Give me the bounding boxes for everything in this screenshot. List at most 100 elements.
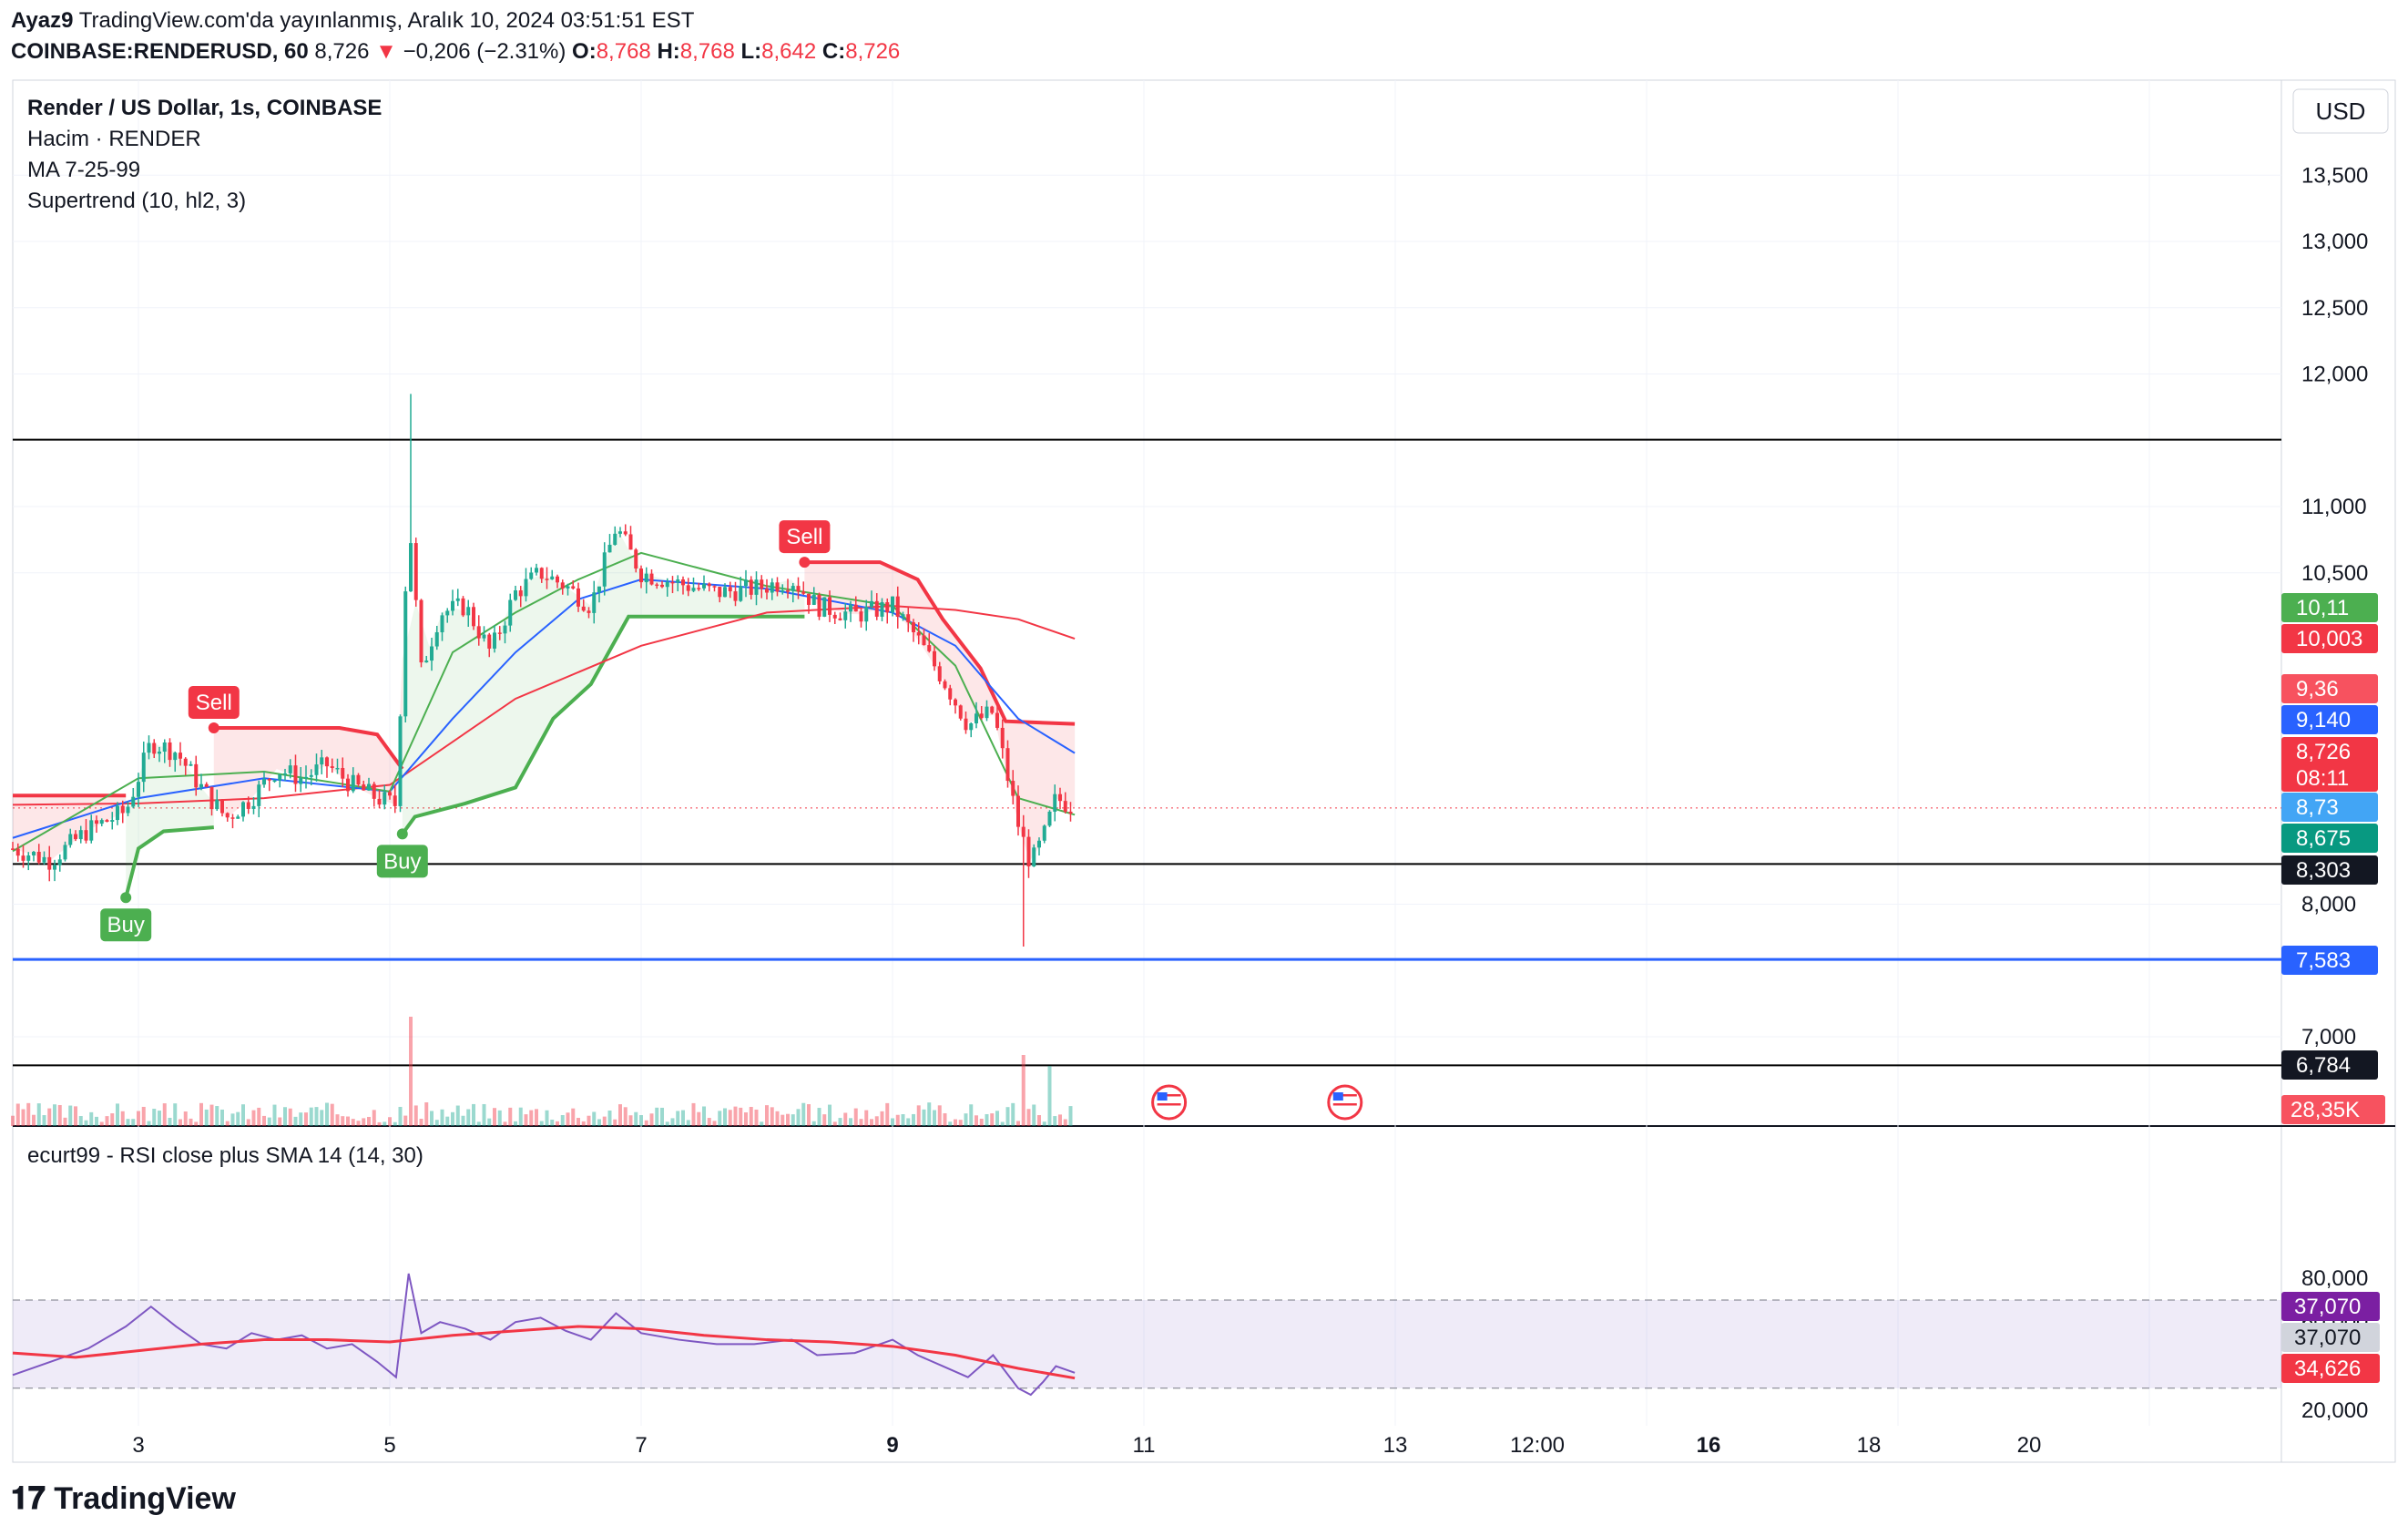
us-flag-icon[interactable] (1151, 1084, 1188, 1121)
volume-bar (173, 1103, 178, 1126)
candle-body (859, 611, 863, 622)
volume-bar (419, 1119, 423, 1126)
volume-bar (859, 1119, 863, 1126)
candle-body (702, 583, 706, 589)
candle-body (89, 820, 94, 841)
candle-body (461, 598, 465, 616)
volume-bar (948, 1121, 953, 1126)
high-value: 8,768 (679, 39, 735, 64)
candle-body (356, 774, 361, 785)
candle-body (398, 716, 403, 806)
volume-bar (754, 1109, 759, 1126)
volume-bar (958, 1120, 963, 1126)
buy-signal[interactable]: Buy (100, 892, 152, 942)
candle-body (943, 681, 947, 689)
candle-body (822, 597, 827, 617)
candle-body (204, 783, 209, 787)
candle-body (1058, 794, 1062, 802)
rsi-sma-line (12, 1325, 1076, 1380)
sell-signal[interactable]: Sell (779, 520, 831, 568)
candle-body (566, 586, 570, 589)
volume-bar (770, 1107, 774, 1126)
us-flag-icon[interactable] (1327, 1084, 1363, 1121)
buy-signal[interactable]: Buy (376, 828, 428, 878)
candle-body (246, 802, 250, 809)
candle-body (1063, 801, 1067, 812)
volume-bar (927, 1102, 932, 1126)
candle-body (712, 586, 717, 588)
time-tick-label: 7 (635, 1433, 647, 1458)
legend-title[interactable]: Render / US Dollar, 1s, COINBASE (27, 96, 383, 120)
price-tick-label: 7,000 (2301, 1025, 2356, 1050)
candle-body (299, 777, 303, 784)
volume-bar (1063, 1119, 1067, 1126)
sell-signal[interactable]: Sell (188, 685, 240, 733)
volume-bar (95, 1116, 98, 1126)
volume-bar (403, 1115, 408, 1126)
volume-bar (413, 1105, 418, 1126)
supertrend-line (804, 560, 1076, 726)
price-tick-label: 13,500 (2301, 163, 2368, 188)
candle-body (497, 632, 502, 634)
candle-body (665, 581, 669, 588)
volume-bar (623, 1107, 628, 1126)
candle-body (99, 820, 104, 824)
candle-body (535, 568, 538, 573)
volume-bar (116, 1103, 119, 1126)
bar-countdown: 08:11 (2296, 766, 2349, 791)
candle-body (697, 588, 701, 589)
volume-bar (26, 1102, 31, 1126)
currency-button[interactable]: USD (2292, 88, 2389, 134)
volume-bar (194, 1121, 199, 1126)
candle-body (95, 820, 98, 824)
candle-body (739, 586, 743, 601)
candle-body (493, 632, 496, 649)
candle-body (634, 549, 638, 569)
candle-body (57, 859, 62, 865)
candle-body (843, 611, 848, 620)
tradingview-logo[interactable]: 𝟏𝟕 TradingView (11, 1481, 236, 1517)
close-value: 8,726 (845, 39, 901, 64)
volume-bar (990, 1113, 995, 1126)
volume-bar (581, 1121, 586, 1126)
volume-bar (822, 1114, 827, 1126)
candle-body (78, 830, 83, 840)
volume-bar (63, 1117, 67, 1126)
open-value: 8,768 (596, 39, 651, 64)
candle-body (775, 582, 780, 592)
volume-bar (466, 1109, 471, 1126)
volume-bar (639, 1115, 643, 1126)
ohlc-line: COINBASE:RENDERUSD, 60 8,726 ▼ −0,206 (−… (11, 36, 900, 67)
volume-bar (246, 1119, 250, 1126)
volume-bar (482, 1103, 486, 1126)
supertrend-line (213, 725, 404, 771)
volume-bar (1021, 1055, 1025, 1126)
volume-bar (1053, 1116, 1057, 1126)
volume-bar (607, 1111, 612, 1126)
legend-rsi[interactable]: ecurt99 - RSI close plus SMA 14 (14, 30) (27, 1143, 423, 1168)
candle-body (796, 586, 801, 592)
volume-bar (1000, 1121, 1005, 1126)
volume-bar (843, 1112, 848, 1126)
candle-body (325, 757, 329, 767)
candle-body (74, 834, 77, 840)
candle-body (508, 599, 513, 626)
volume-bar (309, 1107, 313, 1126)
volume-bar (634, 1111, 638, 1126)
volume-bar (68, 1105, 73, 1126)
candle-body (383, 792, 387, 805)
legend-volume[interactable]: Hacim · RENDER (27, 127, 201, 151)
volume-bar (497, 1110, 502, 1126)
candle-body (670, 581, 675, 584)
legend-supertrend[interactable]: Supertrend (10, hl2, 3) (27, 189, 247, 213)
candle-body (990, 706, 995, 713)
volume-bar (42, 1115, 46, 1126)
candle-body (760, 579, 764, 589)
legend-ma[interactable]: MA 7-25-99 (27, 158, 141, 182)
price-tick-label: 12,000 (2301, 363, 2368, 387)
volume-bar (424, 1102, 429, 1126)
volume-bar (11, 1115, 15, 1126)
candle-body (649, 573, 654, 585)
candle-body (686, 585, 690, 591)
